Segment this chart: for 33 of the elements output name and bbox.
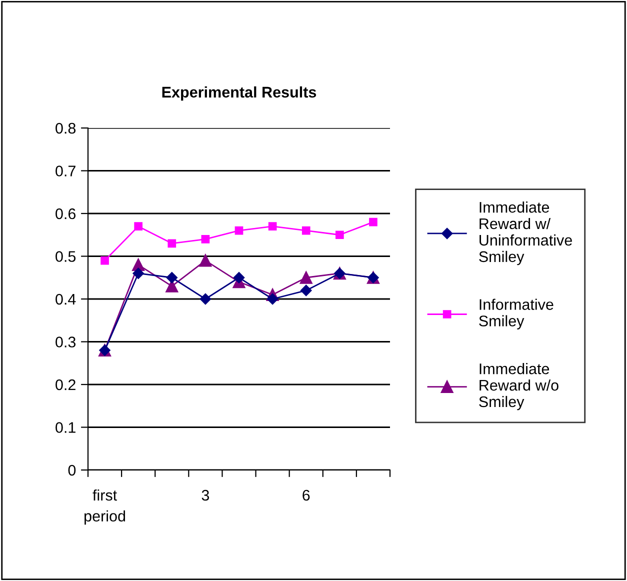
x-tick-label: 3: [202, 490, 210, 501]
point: [233, 272, 245, 284]
point: [369, 218, 378, 226]
y-tick-label: 0: [68, 464, 76, 476]
legend-label: Informative Smiley: [479, 298, 554, 330]
point: [300, 271, 312, 284]
x-tick-label: first period: [84, 489, 126, 525]
x-tick-label: 6: [302, 490, 310, 501]
point: [166, 272, 178, 284]
y-tick-label: 0.8: [56, 122, 76, 134]
y-tick-label: 0.6: [56, 208, 76, 220]
y-tick-label: 0.7: [56, 166, 76, 176]
legend-label: Immediate Reward w/o Smiley: [479, 363, 558, 410]
point: [336, 230, 344, 240]
legend-label: Immediate Reward w/ Uninformative Smiley: [479, 202, 572, 266]
y-tick-label: 0.1: [56, 422, 76, 433]
point: [100, 256, 109, 265]
point: [266, 293, 278, 305]
point: [300, 284, 312, 296]
point: [268, 222, 277, 230]
chart-title: Experimental Results: [162, 86, 316, 101]
point: [132, 268, 144, 279]
y-tick-label: 0.4: [56, 294, 76, 305]
point: [168, 239, 176, 248]
point: [199, 254, 212, 267]
y-tick-label: 0.2: [56, 379, 76, 390]
y-tick-label: 0.5: [56, 251, 76, 262]
point: [134, 222, 142, 230]
point: [234, 226, 244, 235]
point: [302, 226, 310, 235]
y-tick-label: 0.3: [56, 336, 76, 348]
point: [200, 293, 212, 305]
point: [201, 234, 210, 244]
